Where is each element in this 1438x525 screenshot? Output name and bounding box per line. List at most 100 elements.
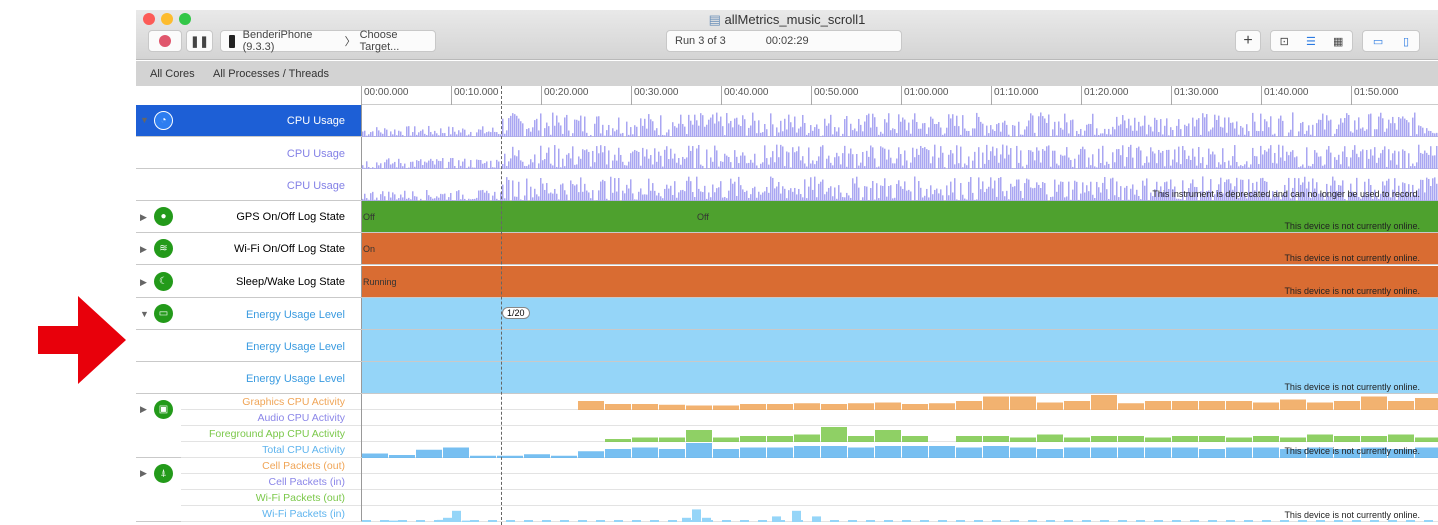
cpu-sample [878,166,880,169]
cpu-sample [812,130,814,137]
track-packets[interactable]: ▶ ⍋ Cell Packets (out) Cell Packets (in) Wi-… [136,458,1438,522]
cpu-sample [768,192,770,201]
add-instrument-button[interactable]: + [1235,30,1261,52]
track-gps[interactable]: ▶ ● GPS On/Off Log State Off Off This device … [136,201,1438,233]
cpu-sample [1282,120,1284,137]
extended-detail-icon[interactable]: ▦ [1332,35,1344,48]
cpu-sample [1114,195,1116,201]
track-cpu-usage-sub[interactable]: CPU Usage [136,137,1438,169]
cpu-sample [644,118,646,137]
record-settings-icon[interactable]: ⊡ [1279,35,1289,48]
track-cpu-usage[interactable]: ▼ ◔ CPU Usage [136,105,1438,137]
cpu-sample [1098,148,1100,169]
disclosure-closed-icon[interactable]: ▶ [140,212,147,222]
cpu-sample [952,114,954,137]
document-icon: ▤ [708,12,725,27]
cpu-sample [384,162,386,169]
cpu-sample [700,164,702,169]
cpu-sample [930,163,932,169]
track-sleep[interactable]: ▶ ☾ Sleep/Wake Log State Running This device… [136,266,1438,298]
cpu-sample [404,190,406,201]
graphics-bar [821,404,847,410]
cpu-sample [908,122,910,137]
cpu-sample [918,181,920,201]
cpu-sample [634,199,636,201]
cpu-sample [1302,182,1304,201]
cpu-sample [1242,166,1244,169]
cpu-sample [770,176,772,201]
disclosure-open-icon[interactable]: ▼ [140,115,149,125]
cpu-sample [758,120,760,137]
cpu-sample [372,167,374,169]
cpu-sample [1350,157,1352,169]
foreground-bar [605,439,631,442]
cpu-sample [506,166,508,169]
cpu-sample [844,197,846,201]
ruler-tick: 01:40.000 [1261,86,1309,105]
cpu-sample [1062,181,1064,201]
disclosure-closed-icon[interactable]: ▶ [140,404,147,414]
all-processes-filter[interactable]: All Processes / Threads [213,68,329,80]
wifi-packets-bar [682,517,691,522]
track-energy-usage[interactable]: ▼ ▭ Energy Usage Level 1/20 [136,298,1438,330]
cpu-sample [876,167,878,169]
right-panel-icon[interactable]: ▯ [1403,35,1410,48]
cpu-sample [932,156,934,169]
cpu-sample [412,161,414,169]
detail-list-icon[interactable]: ☰ [1305,35,1316,48]
disclosure-open-icon[interactable]: ▼ [140,309,149,319]
cpu-sample [370,193,372,201]
cpu-sample [820,181,822,201]
inspection-marker[interactable]: 1/20 [502,307,530,319]
zoom-button[interactable] [179,13,191,25]
all-cores-filter[interactable]: All Cores [150,68,195,80]
cpu-sample [1222,148,1224,169]
cpu-sample [1268,194,1270,201]
disclosure-closed-icon[interactable]: ▶ [140,244,147,254]
cpu-sample [498,200,500,201]
target-selector[interactable]: BenderiPhone (9.3.3) 〉 Choose Target... [220,29,436,53]
time-ruler[interactable]: 00:00.000 00:10.000 00:20.000 00:30.000 00:4… [361,86,1438,105]
cpu-sample [1230,165,1232,169]
state-text: Running [363,277,397,287]
track-energy-usage[interactable]: Energy Usage Level This device is not cur… [136,362,1438,394]
cpu-sample [816,160,818,169]
track-wifi[interactable]: ▶ ≋ Wi-Fi On/Off Log State On This device is… [136,233,1438,265]
cpu-sample [1252,147,1254,169]
cpu-sample [560,167,562,169]
pause-button[interactable]: ❚❚ [186,30,213,52]
cpu-sample [446,167,448,169]
foreground-bar [1010,437,1036,442]
cpu-sample [836,198,838,201]
inspection-head[interactable] [501,86,502,525]
cpu-sample [974,128,976,137]
cpu-sample [1180,164,1182,169]
track-energy-usage[interactable]: Energy Usage Level [136,330,1438,362]
bottom-panel-icon[interactable]: ▭ [1372,35,1384,48]
cpu-sample [410,135,412,137]
cpu-sample [598,116,600,137]
cpu-sample [580,115,582,137]
sub-track-lane [362,458,1438,474]
cpu-sample [1050,166,1052,169]
disclosure-closed-icon[interactable]: ▶ [140,277,147,287]
cpu-sample [1330,152,1332,169]
cpu-sample [508,179,510,201]
track-cpu-usage-sub[interactable]: CPU Usage This instrument is deprecated a… [136,169,1438,201]
cpu-sample [1076,181,1078,201]
track-activity[interactable]: ▶ ▣ Graphics CPU Activity Audio CPU Activit… [136,394,1438,458]
cpu-sample [1178,119,1180,137]
cpu-sample [788,114,790,137]
cpu-sample [902,117,904,137]
cpu-sample [1152,151,1154,169]
graphics-bar [794,403,820,410]
cpu-sample [840,136,842,137]
disclosure-closed-icon[interactable]: ▶ [140,468,147,478]
minimize-button[interactable] [161,13,173,25]
close-button[interactable] [143,13,155,25]
cpu-sample [1380,153,1382,169]
cpu-sample [704,185,706,201]
cpu-sample [622,132,624,137]
record-button[interactable] [148,30,182,52]
cpu-sample [792,147,794,169]
